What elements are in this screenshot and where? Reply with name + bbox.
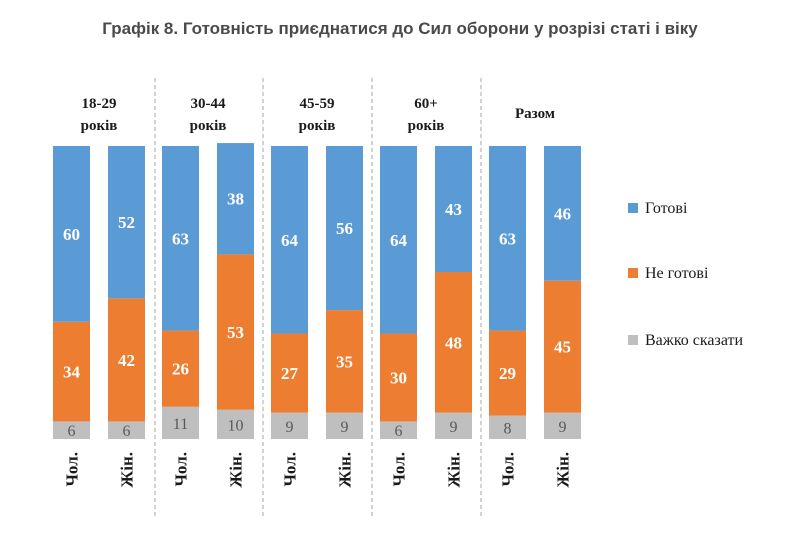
- data-label: 9: [450, 419, 458, 436]
- group-label: 30-44: [191, 96, 226, 112]
- bar-segment-hard-to-say: [489, 415, 526, 439]
- bar-segment-hard-to-say: [380, 421, 417, 439]
- sex-label: Жін.: [336, 452, 355, 488]
- data-label: 26: [172, 360, 189, 379]
- group-label: 60+: [414, 96, 438, 112]
- sex-label: Жін.: [554, 452, 573, 488]
- data-label: 48: [445, 333, 462, 352]
- bar-segment-ready: [53, 146, 90, 322]
- legend-label: Готові: [645, 200, 688, 217]
- data-label: 43: [445, 200, 462, 219]
- bar-segment-not-ready: [162, 330, 199, 407]
- bar-segment-hard-to-say: [217, 409, 254, 439]
- data-label: 42: [118, 351, 135, 370]
- sex-label: Чол.: [499, 452, 518, 487]
- bar-segment-ready: [435, 146, 472, 272]
- bar-segment-not-ready: [271, 333, 308, 413]
- data-label: 53: [227, 323, 244, 342]
- bar-segment-hard-to-say: [435, 412, 472, 439]
- sex-label: Чол.: [390, 452, 409, 487]
- bar-segment-ready: [326, 146, 363, 311]
- data-label: 38: [227, 190, 244, 209]
- data-label: 63: [172, 229, 189, 248]
- bar-segment-hard-to-say: [544, 412, 581, 439]
- chart-title: Графік 8. Готовність приєднатися до Сил …: [102, 19, 698, 38]
- bar-segment-ready: [108, 146, 145, 299]
- legend-label: Важко сказати: [645, 332, 744, 349]
- bar-segment-hard-to-say: [326, 412, 363, 439]
- bar-segment-hard-to-say: [53, 421, 90, 439]
- group-label: 18-29: [82, 96, 117, 112]
- bar-segment-ready: [380, 146, 417, 334]
- bar-segment-ready: [217, 143, 254, 255]
- data-label: 9: [341, 419, 349, 436]
- bar-segment-not-ready: [108, 298, 145, 422]
- sex-label: Чол.: [63, 452, 82, 487]
- sex-label: Чол.: [172, 452, 191, 487]
- bar-segment-hard-to-say: [162, 406, 199, 439]
- bar-segment-ready: [489, 146, 526, 331]
- bar-segment-not-ready: [544, 280, 581, 413]
- data-label: 64: [281, 231, 299, 250]
- sex-label: Жін.: [445, 452, 464, 488]
- data-label: 52: [118, 213, 135, 232]
- data-label: 9: [559, 419, 567, 436]
- data-label: 11: [173, 416, 188, 433]
- legend-swatch: [628, 203, 638, 213]
- data-label: 27: [281, 364, 299, 383]
- bar-segment-not-ready: [326, 310, 363, 413]
- data-label: 6: [68, 423, 76, 440]
- bar-segment-ready: [271, 146, 308, 334]
- bar-segment-not-ready: [380, 333, 417, 422]
- data-label: 10: [228, 417, 244, 434]
- group-label: років: [299, 118, 336, 134]
- data-label: 6: [395, 423, 403, 440]
- data-label: 45: [554, 338, 571, 357]
- bar-segment-not-ready: [435, 271, 472, 413]
- sex-label: Чол.: [281, 452, 300, 487]
- sex-label: Жін.: [118, 452, 137, 488]
- bar-segment-hard-to-say: [271, 412, 308, 439]
- legend-swatch: [628, 268, 638, 278]
- bar-segment-ready: [162, 146, 199, 331]
- legend-label: Не готові: [645, 265, 709, 282]
- data-label: 6: [123, 423, 131, 440]
- data-label: 60: [63, 225, 80, 244]
- data-label: 34: [63, 363, 81, 382]
- bar-segment-hard-to-say: [108, 421, 145, 439]
- data-label: 30: [390, 368, 407, 387]
- group-label: років: [190, 118, 227, 134]
- data-label: 46: [554, 204, 571, 223]
- group-label: років: [81, 118, 118, 134]
- group-label: років: [408, 118, 445, 134]
- data-label: 63: [499, 229, 516, 248]
- bar-segment-not-ready: [53, 321, 90, 422]
- bar-segment-not-ready: [489, 330, 526, 416]
- data-label: 8: [504, 420, 512, 437]
- group-label: Разом: [515, 106, 555, 122]
- bar-segment-ready: [544, 146, 581, 281]
- data-label: 9: [286, 419, 294, 436]
- legend-swatch: [628, 335, 638, 345]
- data-label: 56: [336, 219, 353, 238]
- group-label: 45-59: [300, 96, 335, 112]
- data-label: 64: [390, 231, 408, 250]
- sex-label: Жін.: [227, 452, 246, 488]
- bar-segment-not-ready: [217, 254, 254, 410]
- data-label: 29: [499, 364, 516, 383]
- data-label: 35: [336, 352, 353, 371]
